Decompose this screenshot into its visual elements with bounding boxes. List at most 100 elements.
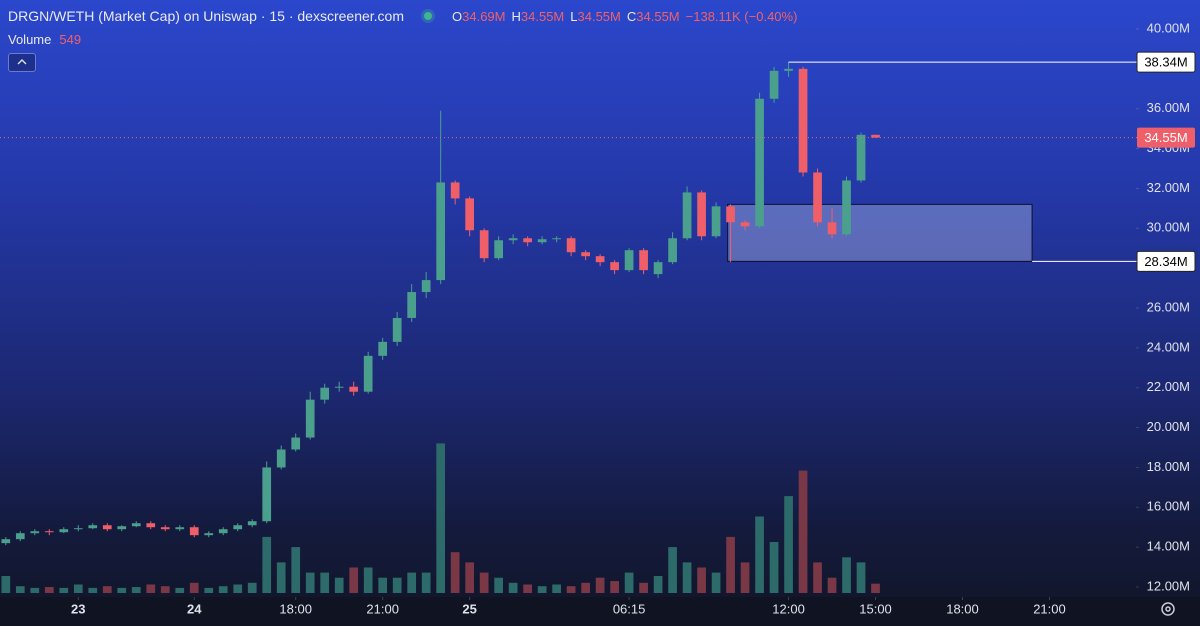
- volume-bar: [856, 562, 866, 593]
- x-tick-label: 18:00: [946, 601, 979, 616]
- candle-body: [639, 250, 648, 271]
- volume-bar: [813, 562, 822, 593]
- volume-bar: [682, 562, 692, 593]
- candle-body: [73, 528, 83, 530]
- candle-body: [117, 526, 127, 530]
- volume-bar: [465, 562, 475, 593]
- candle-body: [537, 239, 547, 243]
- volume-bar: [769, 542, 779, 593]
- y-tick-label: 12.00M: [1147, 578, 1190, 593]
- volume-legend: Volume 549: [8, 32, 81, 47]
- volume-bar: [740, 562, 750, 593]
- x-tick-label: 15:00: [859, 601, 892, 616]
- y-tick-label: 36.00M: [1147, 100, 1190, 115]
- volume-bar: [233, 584, 243, 593]
- volume-bar: [392, 577, 402, 593]
- volume-bar: [639, 582, 648, 593]
- volume-bar: [581, 582, 590, 593]
- y-tick-label: 30.00M: [1147, 220, 1190, 235]
- candle-body: [421, 280, 431, 293]
- legend-key: H: [511, 8, 521, 24]
- x-tick-label: 12:00: [772, 601, 805, 616]
- x-axis-strip: [0, 597, 1200, 626]
- legend-key: C: [626, 8, 637, 24]
- candle-body: [204, 533, 214, 536]
- candle-body: [697, 192, 706, 237]
- candle-body: [320, 387, 330, 400]
- candle-body: [349, 386, 359, 392]
- volume-bar: [552, 584, 561, 593]
- candle-body: [131, 523, 141, 527]
- candle-body: [59, 529, 69, 533]
- settings-icon[interactable]: [1161, 602, 1175, 616]
- candle-body: [755, 98, 764, 227]
- last-price-label: 34.55M: [1144, 130, 1187, 145]
- volume-bar: [117, 587, 127, 593]
- volume-bar: [697, 567, 706, 593]
- x-tick-label: 25: [462, 601, 476, 616]
- candle-body: [842, 180, 851, 235]
- candle-body: [769, 70, 779, 99]
- candle-body: [871, 134, 880, 138]
- candle-body: [146, 523, 156, 528]
- candle-body: [30, 531, 40, 534]
- y-tick-label: 16.00M: [1147, 499, 1190, 514]
- price-label-box: [1136, 51, 1196, 73]
- volume-bar: [59, 587, 69, 593]
- volume-bar: [421, 572, 431, 593]
- legend-header: DRGN/WETH (Market Cap) on Uniswap · 15 ·…: [8, 8, 797, 24]
- candle-body: [494, 240, 503, 259]
- candle-body: [624, 250, 634, 271]
- volume-bar: [73, 584, 83, 593]
- volume-bar: [653, 576, 663, 593]
- candle-body: [262, 467, 272, 522]
- candle-body: [233, 525, 243, 530]
- candle-body: [305, 399, 315, 438]
- volume-bar: [595, 577, 605, 593]
- price-label: 28.34M: [1144, 254, 1187, 269]
- candle-body: [813, 172, 822, 223]
- volume-bar: [247, 582, 257, 593]
- candle-body: [175, 527, 185, 530]
- candle-body: [523, 238, 532, 243]
- candle-body: [595, 256, 605, 263]
- candle-body: [552, 238, 561, 240]
- volume-bar: [798, 470, 808, 593]
- legend-key: L: [570, 8, 578, 24]
- y-tick-label: 32.00M: [1147, 180, 1190, 195]
- candle-body: [160, 527, 170, 530]
- volume-bar: [871, 583, 880, 593]
- candle-body: [378, 341, 388, 356]
- volume-value: 549: [59, 32, 82, 47]
- volume-bar: [189, 582, 199, 593]
- price-label-box: [1136, 250, 1196, 272]
- candle-body: [291, 437, 301, 450]
- legend-value: 34.69M: [462, 8, 506, 24]
- range-box: [727, 203, 1033, 262]
- y-tick-label: 18.00M: [1147, 459, 1190, 474]
- price-label: 38.34M: [1144, 55, 1187, 70]
- candle-body: [1, 539, 11, 544]
- symbol-title: DRGN/WETH (Market Cap) on Uniswap · 15 ·…: [8, 8, 404, 24]
- x-tick-label: 24: [187, 601, 202, 616]
- candle-body: [189, 527, 199, 536]
- x-tick-label: 18:00: [279, 601, 312, 616]
- volume-bar: [30, 587, 40, 593]
- candle-body: [479, 230, 489, 259]
- candle-body: [218, 529, 228, 534]
- collapse-button[interactable]: [8, 53, 36, 72]
- volume-bar: [537, 586, 547, 593]
- candle-body: [44, 531, 54, 533]
- y-tick-label: 26.00M: [1147, 299, 1190, 314]
- last-price-box: [1137, 127, 1195, 148]
- volume-bar: [146, 584, 156, 593]
- candle-body: [407, 292, 417, 318]
- candle-body: [334, 386, 344, 388]
- y-tick-label: 22.00M: [1147, 379, 1190, 394]
- volume-bar: [784, 496, 793, 593]
- volume-bar: [349, 567, 359, 593]
- volume-bar: [711, 572, 721, 593]
- y-tick-label: 14.00M: [1147, 539, 1190, 554]
- legend-key: O: [452, 8, 463, 24]
